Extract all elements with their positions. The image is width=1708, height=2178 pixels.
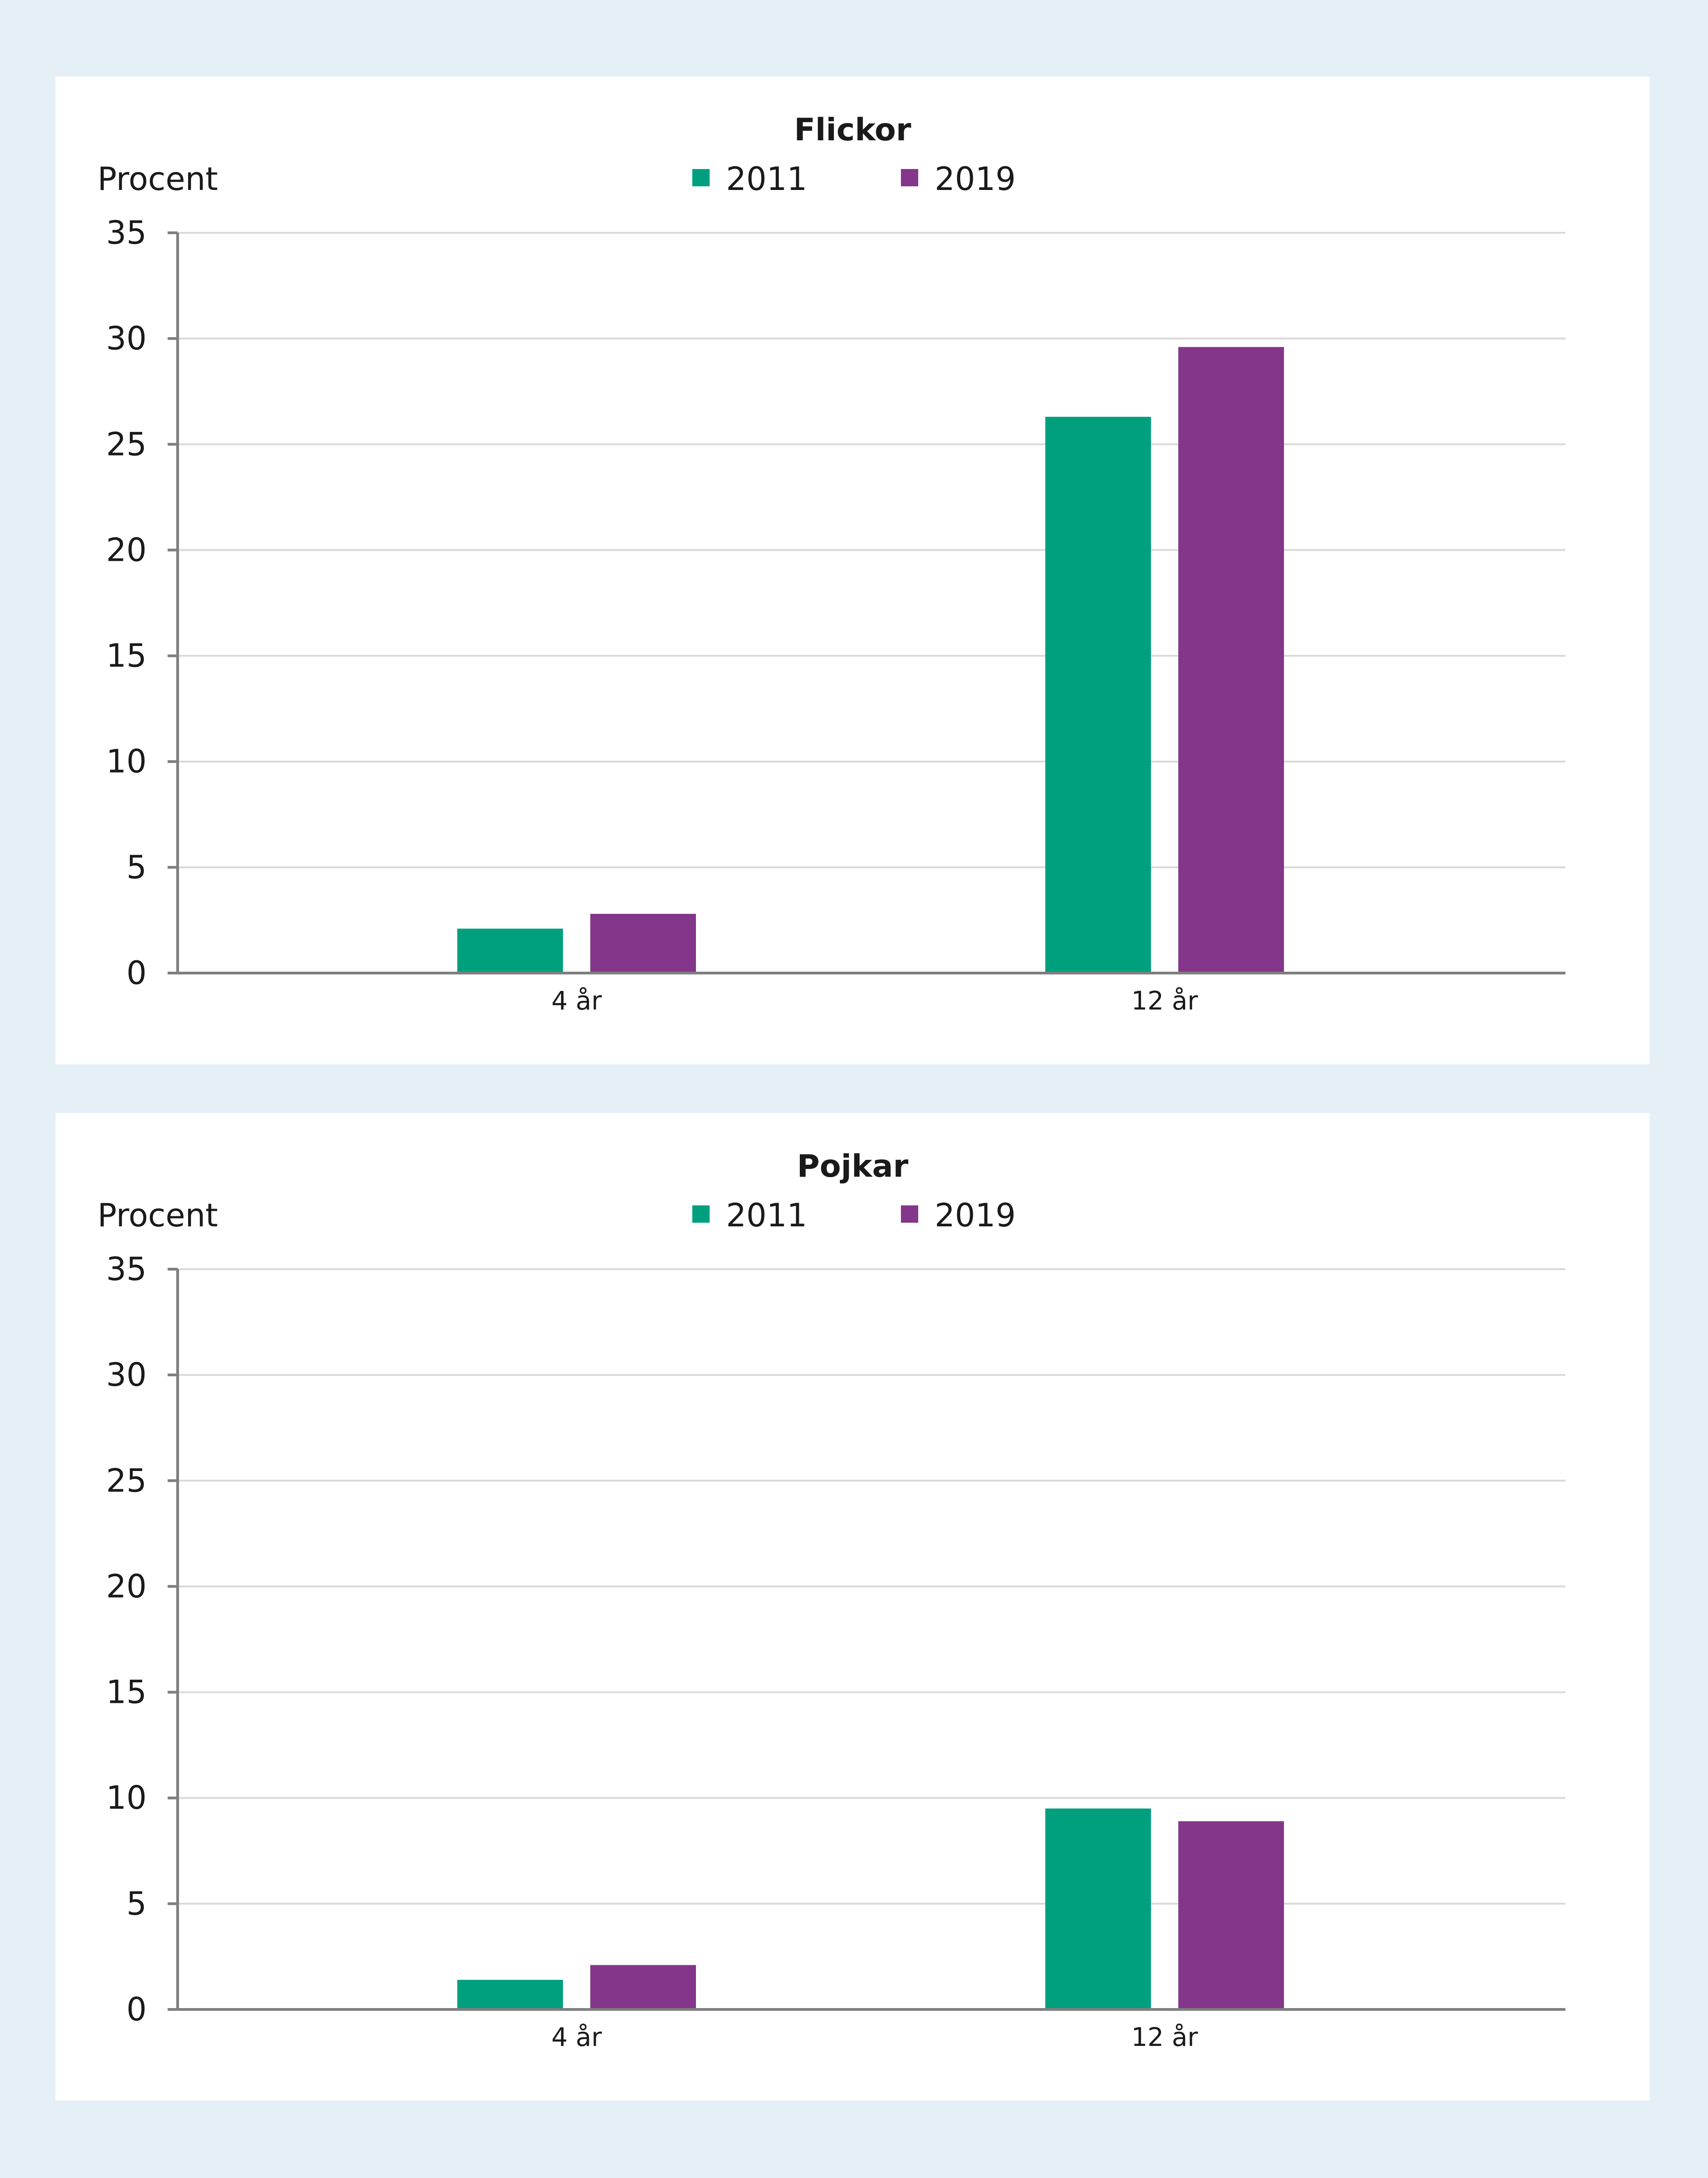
y-tick-label: 5	[126, 1885, 147, 1922]
y-axis-label: Procent	[97, 1197, 218, 1234]
y-tick-label: 0	[126, 954, 147, 992]
x-tick-label: 12 år	[1131, 2023, 1198, 2052]
bar-2011-0	[457, 1980, 563, 2009]
x-tick-label: 4 år	[552, 986, 603, 1016]
bar-2019-0	[590, 914, 696, 973]
legend-swatch-2011	[692, 169, 710, 186]
y-tick-label: 0	[126, 1991, 147, 2028]
y-tick-label: 10	[106, 743, 147, 780]
y-tick-label: 5	[126, 849, 147, 886]
bar-2011-0	[457, 928, 563, 973]
y-tick-label: 20	[106, 1568, 147, 1605]
y-tick-label: 25	[106, 1462, 147, 1499]
chart-title: Pojkar	[797, 1148, 909, 1184]
chart-panel-flickor: Flickor Procent 2011 2019 0 5 10 15 20 25 30 35 4 år…	[56, 77, 1650, 1064]
x-tick-label: 4 år	[552, 2023, 603, 2052]
legend-swatch-2011	[692, 1205, 710, 1223]
bar-2019-1	[1178, 347, 1284, 973]
bar-2019-0	[590, 1965, 696, 2009]
y-tick-label: 25	[106, 425, 147, 463]
legend-label-2019: 2019	[935, 160, 1016, 198]
legend-label-2011: 2011	[726, 1197, 807, 1234]
y-tick-label: 10	[106, 1779, 147, 1817]
legend-label-2011: 2011	[726, 160, 807, 198]
legend-swatch-2019	[901, 169, 918, 186]
y-tick-label: 20	[106, 531, 147, 569]
y-tick-label: 15	[106, 637, 147, 675]
y-tick-label: 30	[106, 1356, 147, 1394]
x-tick-label: 12 år	[1131, 986, 1198, 1016]
chart-panel-pojkar: Pojkar Procent 2011 2019 0 5 10 15 20 25 30 35 4 år 1…	[56, 1113, 1650, 2101]
bar-2011-1	[1045, 416, 1151, 973]
y-tick-label: 35	[106, 214, 147, 251]
chart-pojkar: Pojkar Procent 2011 2019 0 5 10 15 20 25 30 35 4 år 1…	[97, 1148, 1565, 2052]
legend-label-2019: 2019	[935, 1197, 1016, 1234]
y-tick-label: 15	[106, 1674, 147, 1711]
y-tick-label: 30	[106, 320, 147, 357]
bar-2019-1	[1178, 1821, 1284, 2009]
bar-2011-1	[1045, 1808, 1151, 2009]
chart-title: Flickor	[794, 112, 911, 148]
y-tick-label: 35	[106, 1250, 147, 1288]
y-axis-label: Procent	[97, 160, 218, 198]
legend-swatch-2019	[901, 1205, 918, 1223]
chart-flickor: Flickor Procent 2011 2019 0 5 10 15 20 25 30 35 4 år…	[97, 112, 1565, 1016]
